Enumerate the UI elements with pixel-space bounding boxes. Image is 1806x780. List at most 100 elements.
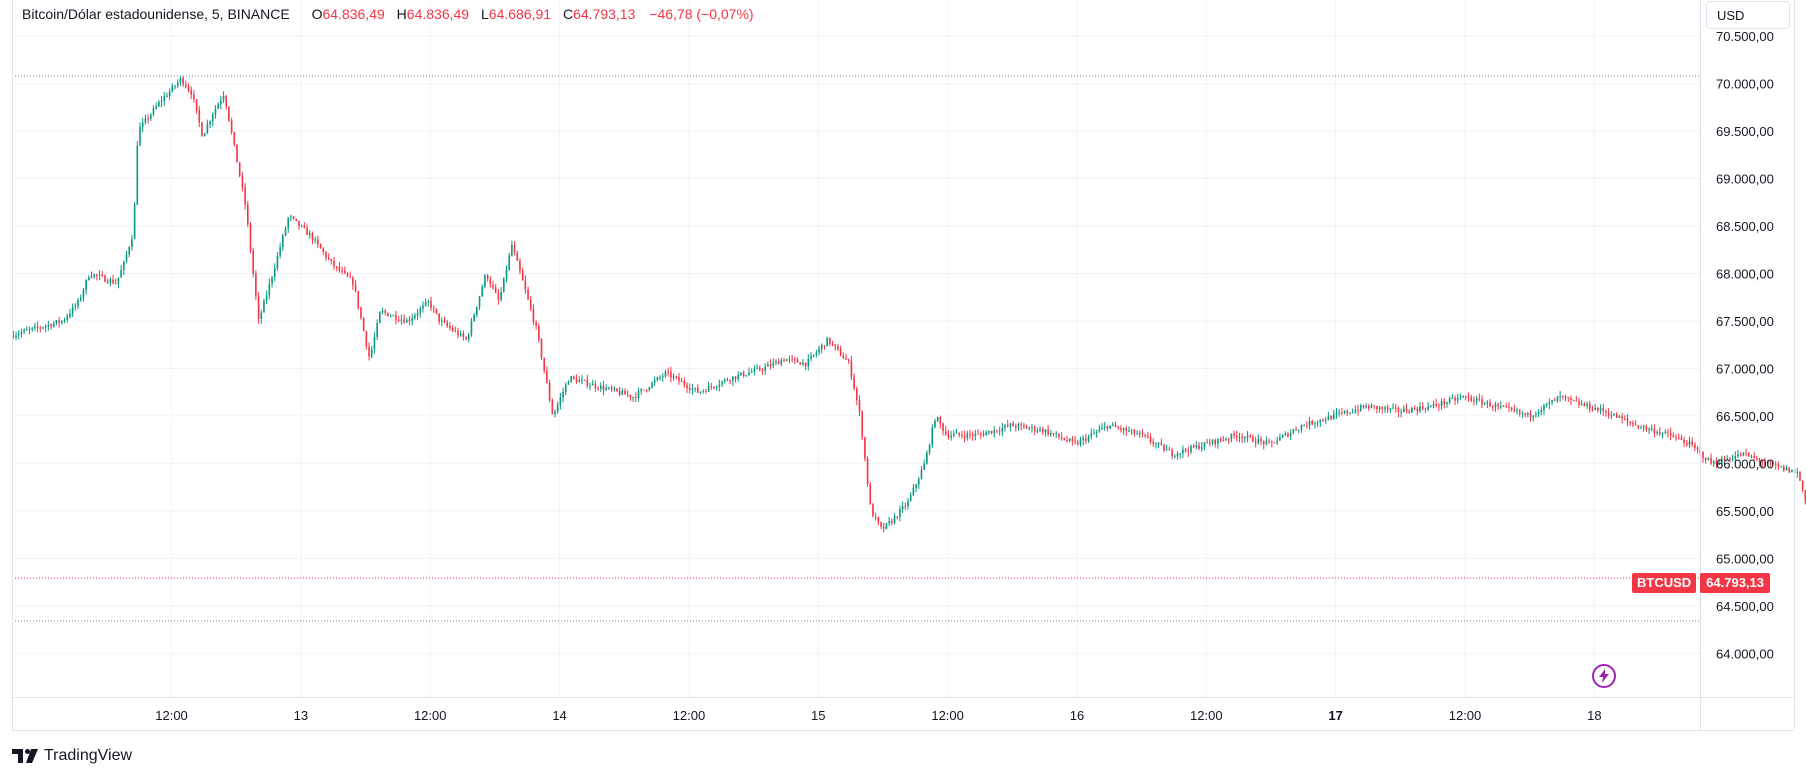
candle-body: [1424, 408, 1427, 410]
candle-body: [87, 277, 90, 280]
candle-body: [1583, 403, 1586, 406]
candle-body: [370, 349, 373, 357]
candle-body: [1268, 440, 1270, 442]
candle-body: [228, 106, 230, 121]
candle-body: [1634, 424, 1637, 426]
candle-body: [379, 312, 381, 324]
candle-body: [1039, 428, 1041, 431]
candle-body: [182, 77, 184, 85]
candle-body: [1416, 408, 1419, 412]
candle-body: [1667, 431, 1669, 433]
candle-body: [1483, 403, 1486, 405]
candle-body: [1742, 452, 1745, 456]
candle-body: [168, 91, 171, 96]
candle-body: [1505, 406, 1508, 408]
candle-body: [155, 106, 157, 109]
candle-body: [794, 358, 796, 360]
candle-body: [1055, 433, 1058, 435]
candle-body: [1774, 464, 1777, 466]
candle-body: [1090, 433, 1093, 437]
candle-body: [737, 374, 740, 379]
candle-body: [1279, 437, 1281, 441]
candle-body: [341, 270, 343, 272]
candle-body: [1675, 437, 1677, 439]
candle-body: [1225, 439, 1227, 441]
candle-body: [500, 292, 502, 301]
candle-body: [349, 276, 352, 278]
candle-body: [1545, 403, 1548, 405]
symbol-legend: Bitcoin/Dólar estadounidense, 5, BINANCE…: [22, 4, 754, 24]
candle-body: [1580, 403, 1583, 405]
candle-body: [1087, 436, 1090, 441]
x-tick-label: 12:00: [414, 708, 447, 723]
candle-body: [1103, 426, 1106, 428]
time-axis[interactable]: 12:00 13 12:00 14 12:00 15 12:00 16 12:00 17 12:00…: [155, 708, 1601, 723]
candle-body: [1306, 425, 1308, 427]
tradingview-brand[interactable]: TradingView: [12, 744, 132, 768]
candle-body: [365, 331, 368, 347]
candle-body: [1381, 407, 1384, 410]
candle-body: [777, 361, 780, 365]
candle-body: [923, 463, 925, 470]
currency-button[interactable]: USD: [1706, 1, 1790, 29]
candle-body: [1020, 424, 1022, 426]
candle-body: [672, 376, 675, 378]
candle-body: [1036, 430, 1039, 432]
candle-body: [244, 187, 246, 205]
candle-body: [1012, 423, 1014, 427]
candle-body: [69, 313, 71, 317]
candle-body: [1780, 466, 1782, 468]
candle-body: [1510, 407, 1513, 410]
candle-body: [721, 381, 723, 385]
candle-body: [597, 387, 599, 389]
candle-body: [82, 290, 85, 298]
candle-body: [1025, 426, 1028, 429]
candle-body: [775, 361, 777, 363]
symbol-name[interactable]: Bitcoin/Dólar estadounidense, 5, BINANCE: [22, 6, 290, 22]
candle-body: [1764, 462, 1766, 464]
candle-body: [1645, 426, 1648, 430]
candle-body: [543, 357, 546, 371]
candle-body: [888, 521, 890, 524]
candle-body: [31, 327, 34, 330]
candle-body: [839, 349, 842, 356]
candle-body: [225, 95, 228, 107]
close-value: 64.793,13: [573, 6, 636, 22]
candle-body: [152, 108, 155, 115]
candle-body: [1618, 416, 1621, 418]
candle-body: [554, 411, 556, 415]
candle-body: [961, 434, 963, 436]
candle-body: [236, 144, 238, 163]
candle-body: [758, 367, 761, 371]
candle-body: [1252, 436, 1254, 442]
candle-body: [1518, 410, 1521, 414]
candle-body: [1653, 428, 1656, 434]
candle-body: [1491, 406, 1494, 408]
candle-body: [36, 326, 39, 328]
candle-body: [193, 94, 195, 100]
candle-body: [1160, 443, 1163, 445]
candle-body: [1141, 432, 1144, 435]
candle-body: [934, 420, 936, 428]
candle-body: [893, 516, 896, 524]
candle-body: [502, 277, 505, 293]
candle-body: [1093, 433, 1095, 435]
candle-body: [185, 84, 187, 87]
candle-body: [1082, 438, 1084, 441]
candle-body: [1551, 400, 1553, 403]
candle-body: [1319, 419, 1322, 423]
candle-body: [109, 279, 112, 283]
candle-body: [255, 273, 257, 297]
candle-body: [1101, 427, 1103, 430]
candle-body: [492, 284, 494, 288]
candle-body: [1182, 449, 1184, 454]
price-axis[interactable]: 64.000,00 64.500,00 65.000,00 65.500,00 66.0…: [1716, 29, 1774, 661]
candle-body: [397, 319, 400, 321]
candle-body: [449, 325, 451, 328]
lightning-icon[interactable]: [1592, 664, 1616, 688]
candle-body: [750, 371, 753, 373]
candle-body: [1672, 435, 1675, 438]
candle-body: [276, 255, 279, 269]
candle-body: [411, 318, 413, 321]
